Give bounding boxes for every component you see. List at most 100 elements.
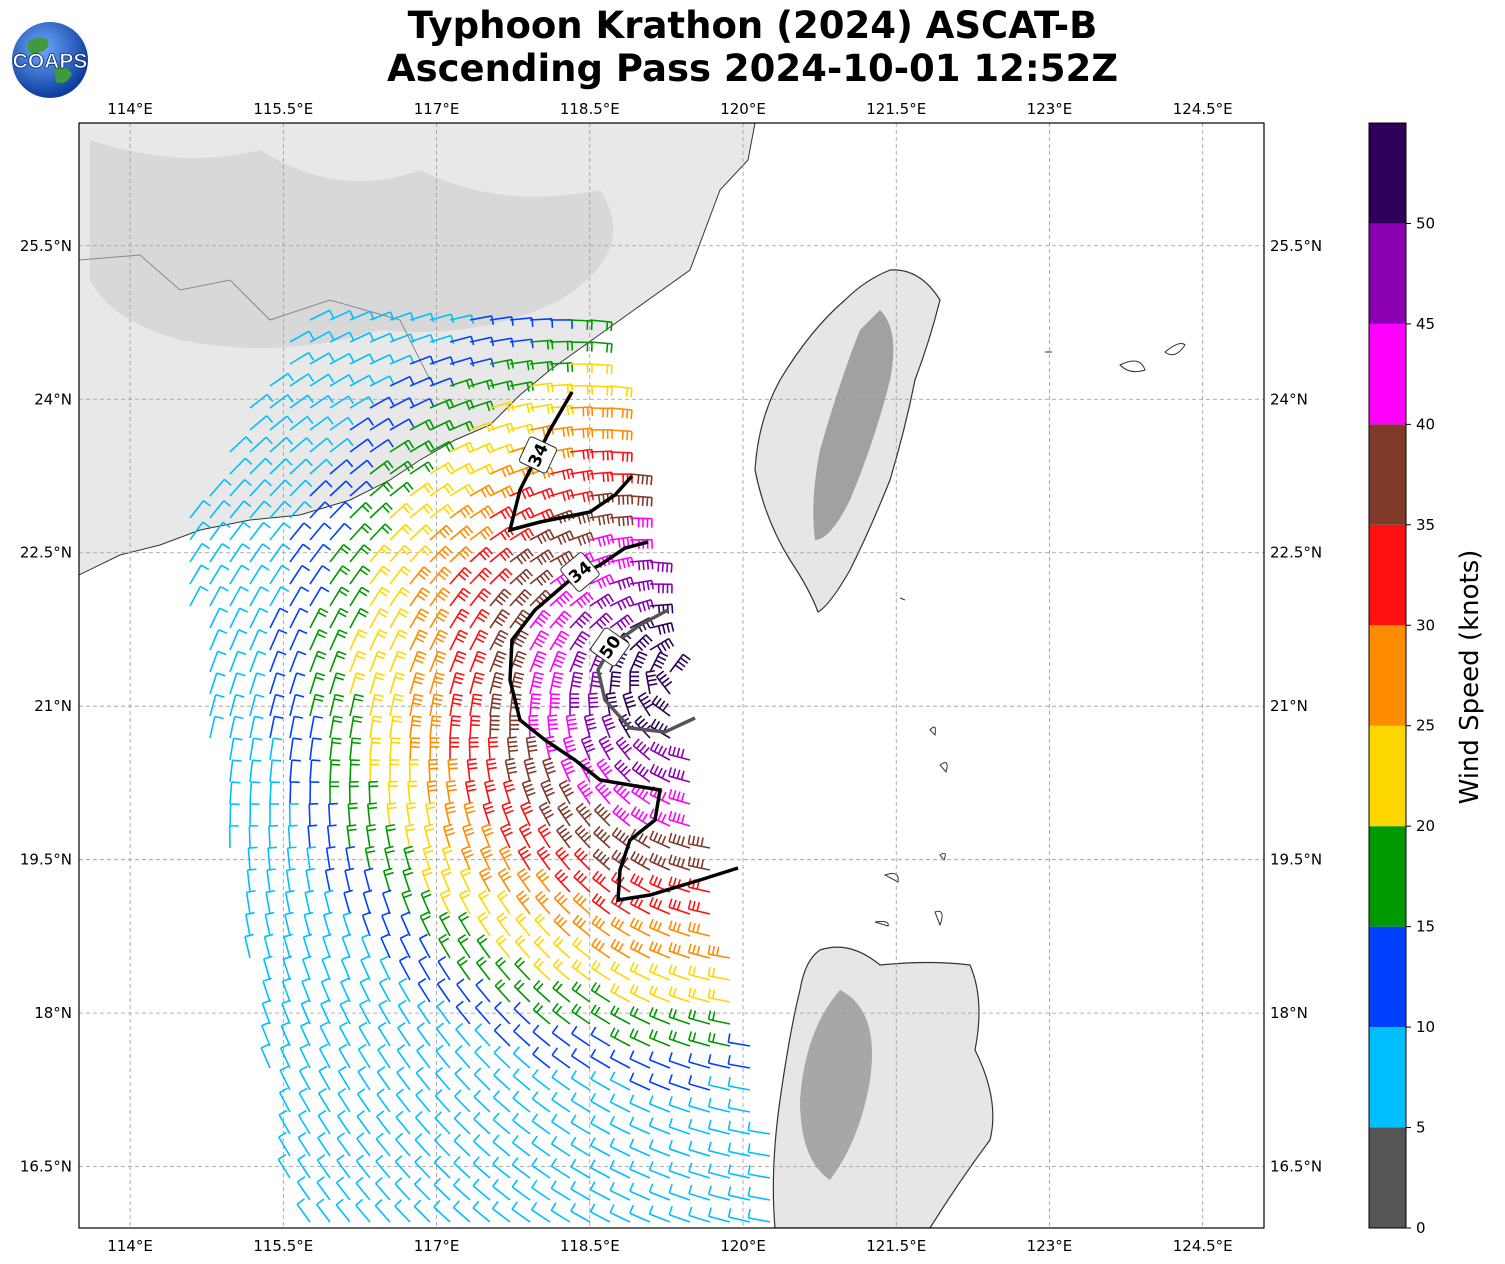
wind-barb — [609, 407, 633, 419]
wind-barb — [495, 934, 511, 959]
wind-barb — [529, 487, 555, 501]
wind-barb — [229, 500, 252, 519]
wind-barb — [629, 1072, 651, 1091]
wind-barb — [414, 1177, 431, 1201]
wind-barb — [489, 485, 515, 499]
wind-barb — [552, 980, 571, 1003]
wind-barb — [609, 1159, 631, 1179]
lat-tick-label: 22.5°N — [1270, 544, 1322, 562]
wind-barb — [449, 672, 465, 695]
wind-barb — [269, 650, 287, 673]
wind-barb — [440, 867, 452, 893]
wind-barb — [429, 693, 444, 717]
wind-barb — [630, 850, 651, 871]
wind-barb — [648, 1095, 671, 1113]
wind-barb — [648, 1051, 671, 1069]
wind-barb — [629, 1204, 651, 1223]
wind-barb — [409, 715, 422, 739]
wind-barb — [249, 457, 273, 475]
wind-barb — [289, 458, 313, 475]
wind-barb — [707, 945, 731, 959]
wind-barb — [346, 824, 357, 849]
wind-barb — [629, 579, 654, 592]
wind-barb — [228, 825, 239, 849]
wind-barb — [296, 1198, 311, 1223]
wind-barb — [209, 607, 229, 629]
wind-barb — [348, 781, 359, 805]
contour-50kt — [596, 608, 696, 734]
wind-barb — [551, 1025, 571, 1047]
wind-barb — [269, 479, 293, 497]
wind-barb — [442, 823, 456, 849]
wind-barb — [570, 1136, 591, 1157]
wind-barb — [429, 503, 454, 519]
wind-barb — [409, 650, 427, 673]
wind-barb — [580, 735, 596, 761]
wind-barb — [409, 545, 433, 563]
wind-barb — [501, 801, 514, 827]
wind-barb — [474, 1023, 491, 1047]
wind-barb — [483, 779, 496, 805]
wind-barb — [209, 650, 227, 673]
lon-tick-label: 121.5°E — [866, 100, 926, 118]
wind-barb — [378, 977, 391, 1003]
wind-barb — [329, 459, 354, 475]
wind-barb — [436, 978, 451, 1003]
wind-barb — [472, 1200, 491, 1223]
wind-barb — [629, 1028, 651, 1047]
wind-barb — [515, 890, 531, 915]
wind-barb — [278, 1109, 291, 1135]
wind-barb — [389, 650, 407, 673]
wind-barb — [309, 394, 334, 409]
wind-barb — [531, 1068, 551, 1091]
wind-barb — [349, 650, 367, 673]
wind-barb — [629, 984, 651, 1003]
wind-barb — [249, 607, 269, 629]
wind-barb — [249, 715, 264, 739]
wind-barb — [458, 889, 471, 915]
wind-barb — [668, 1206, 691, 1223]
colorbar-bin — [1369, 725, 1406, 827]
colorbar-frame — [1368, 122, 1407, 1229]
wind-barb — [262, 977, 272, 1003]
wind-barb — [382, 867, 394, 893]
wind-barb — [531, 1157, 551, 1179]
wind-barb — [444, 801, 456, 827]
wind-barb — [349, 629, 368, 651]
wind-barb — [381, 911, 391, 937]
wind-barb — [529, 569, 554, 586]
wind-barb — [369, 693, 384, 717]
colorbar-bin — [1369, 524, 1406, 626]
wind-barb — [189, 542, 210, 563]
wind-barb — [349, 693, 364, 717]
wind-barb — [571, 981, 591, 1003]
wind-barb — [570, 1070, 591, 1091]
wind-barb — [189, 521, 211, 541]
wind-barb — [610, 938, 631, 959]
wind-barb — [389, 608, 410, 629]
colorbar-tick-label: 25 — [1416, 717, 1435, 735]
wind-barb — [747, 1165, 771, 1179]
wind-barb — [342, 911, 352, 937]
wind-barb — [349, 374, 375, 387]
wind-barb — [469, 505, 494, 519]
wind-barb — [509, 715, 520, 739]
wind-barb — [209, 478, 232, 497]
wind-barb — [316, 1176, 331, 1201]
wind-barb — [650, 718, 671, 739]
wind-barb — [260, 1043, 271, 1069]
wind-barb — [449, 356, 475, 367]
wind-barb — [249, 521, 272, 541]
lat-tick-label: 25.5°N — [1270, 237, 1322, 255]
wind-barb — [552, 958, 571, 981]
wind-barb — [329, 672, 346, 695]
wind-barb — [338, 1043, 351, 1069]
wind-barb — [389, 544, 412, 563]
wind-barb — [475, 978, 491, 1003]
wind-barb — [309, 607, 329, 629]
wind-barb — [668, 788, 691, 805]
wind-barb — [727, 1208, 751, 1223]
wind-barb — [189, 585, 209, 607]
wind-barb — [339, 999, 351, 1025]
wind-barb — [422, 845, 434, 871]
